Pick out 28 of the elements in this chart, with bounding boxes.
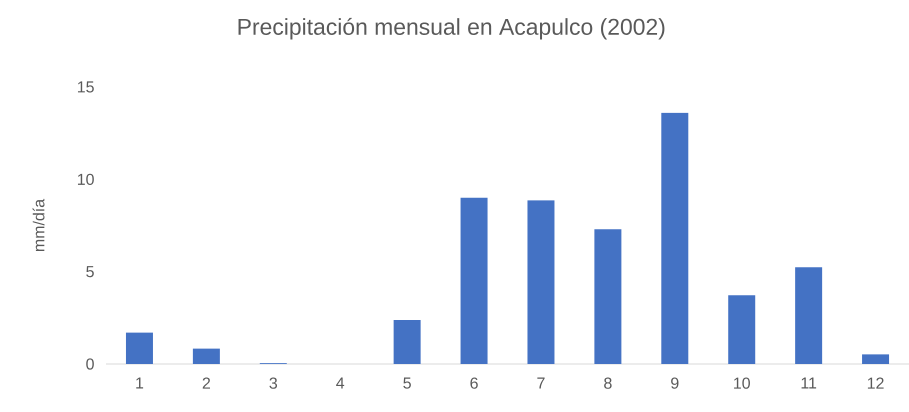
x-tick-label: 2: [202, 378, 210, 389]
x-tick-label: 7: [537, 378, 545, 388]
y-tick-label: 5: [86, 266, 94, 278]
x-tick-label: 4: [336, 378, 344, 388]
x-tick-label: 12: [868, 378, 884, 389]
bar: [394, 320, 421, 364]
chart-title: Precipitación mensual en Acapulco (2002): [238, 18, 664, 40]
x-tick-label: 3: [269, 378, 278, 389]
bar: [126, 332, 153, 364]
x-tick-label: 8: [604, 378, 612, 389]
bar: [795, 267, 822, 364]
bar: [661, 112, 688, 364]
y-tick-label: 15: [78, 81, 94, 93]
x-tick-label: 6: [470, 378, 478, 389]
y-tick-label: 0: [86, 358, 94, 370]
y-tick-label: 10: [78, 174, 94, 185]
x-tick-label: 10: [734, 378, 750, 389]
bar: [728, 295, 756, 364]
y-axis-title: mm/día: [32, 198, 44, 252]
x-tick-label: 11: [802, 378, 816, 388]
bar: [594, 229, 622, 364]
bar: [192, 348, 220, 364]
bar: [862, 354, 890, 364]
x-tick-label: 5: [403, 378, 411, 389]
x-tick-label: 1: [136, 378, 144, 388]
x-tick-label: 9: [671, 378, 678, 389]
bar: [527, 200, 554, 364]
bar: [460, 198, 488, 364]
